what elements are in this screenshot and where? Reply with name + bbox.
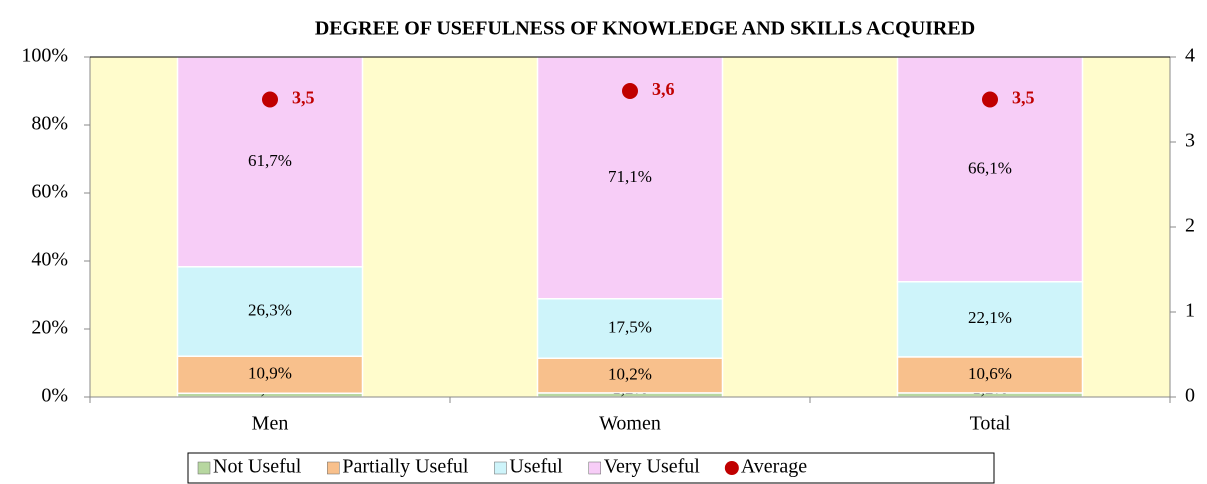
- average-dot: [262, 91, 278, 108]
- bar-label: 26,3%: [248, 300, 292, 319]
- bar-label: 10,2%: [608, 364, 652, 383]
- bar-label: 61,7%: [248, 151, 292, 170]
- legend-label: Average: [741, 456, 807, 478]
- x-tick-label: Total: [970, 413, 1011, 435]
- y2-tick-label: 1: [1185, 300, 1195, 322]
- average-label: 3,6: [652, 79, 675, 99]
- bar-segment: [176, 266, 364, 357]
- legend-label: Partially Useful: [342, 456, 469, 478]
- legend-label: Useful: [509, 456, 563, 478]
- y-tick-label: 40%: [31, 249, 68, 271]
- legend-label: Not Useful: [213, 456, 302, 478]
- y-tick-label: 20%: [31, 317, 68, 339]
- bar-label: 22,1%: [968, 308, 1012, 327]
- bar-segment: [896, 280, 1084, 358]
- legend-marker: [197, 461, 211, 475]
- legend-label: Very Useful: [604, 456, 701, 478]
- average-label: 3,5: [292, 88, 315, 108]
- bar-segment: [176, 355, 364, 395]
- bar-label: 66,1%: [968, 158, 1012, 177]
- bar-segment: [536, 357, 724, 394]
- y2-tick-label: 0: [1185, 385, 1195, 407]
- y-tick-label: 0%: [41, 385, 68, 407]
- chart-title: DEGREE OF USEFULNESS OF KNOWLEDGE AND SK…: [315, 18, 975, 40]
- bar-label: 17,5%: [608, 317, 652, 336]
- bar-segment: [536, 297, 724, 359]
- x-tick-label: Women: [599, 413, 661, 435]
- y2-tick-label: 4: [1185, 45, 1195, 67]
- y-tick-label: 80%: [31, 113, 68, 135]
- legend-marker: [724, 461, 739, 475]
- bar-label: 10,6%: [968, 364, 1012, 383]
- x-tick-label: Men: [252, 413, 289, 435]
- average-dot: [622, 83, 638, 99]
- y-tick-label: 100%: [21, 45, 68, 67]
- bar-label: 71,1%: [608, 167, 652, 186]
- bar-label: 10,9%: [248, 364, 292, 383]
- y-tick-label: 60%: [31, 181, 68, 203]
- average-dot: [982, 91, 998, 108]
- y2-tick-label: 2: [1185, 215, 1195, 237]
- average-label: 3,5: [1012, 88, 1035, 108]
- y2-tick-label: 3: [1185, 130, 1195, 152]
- legend-marker: [588, 461, 601, 475]
- legend-marker: [494, 461, 507, 475]
- legend-marker: [327, 461, 340, 475]
